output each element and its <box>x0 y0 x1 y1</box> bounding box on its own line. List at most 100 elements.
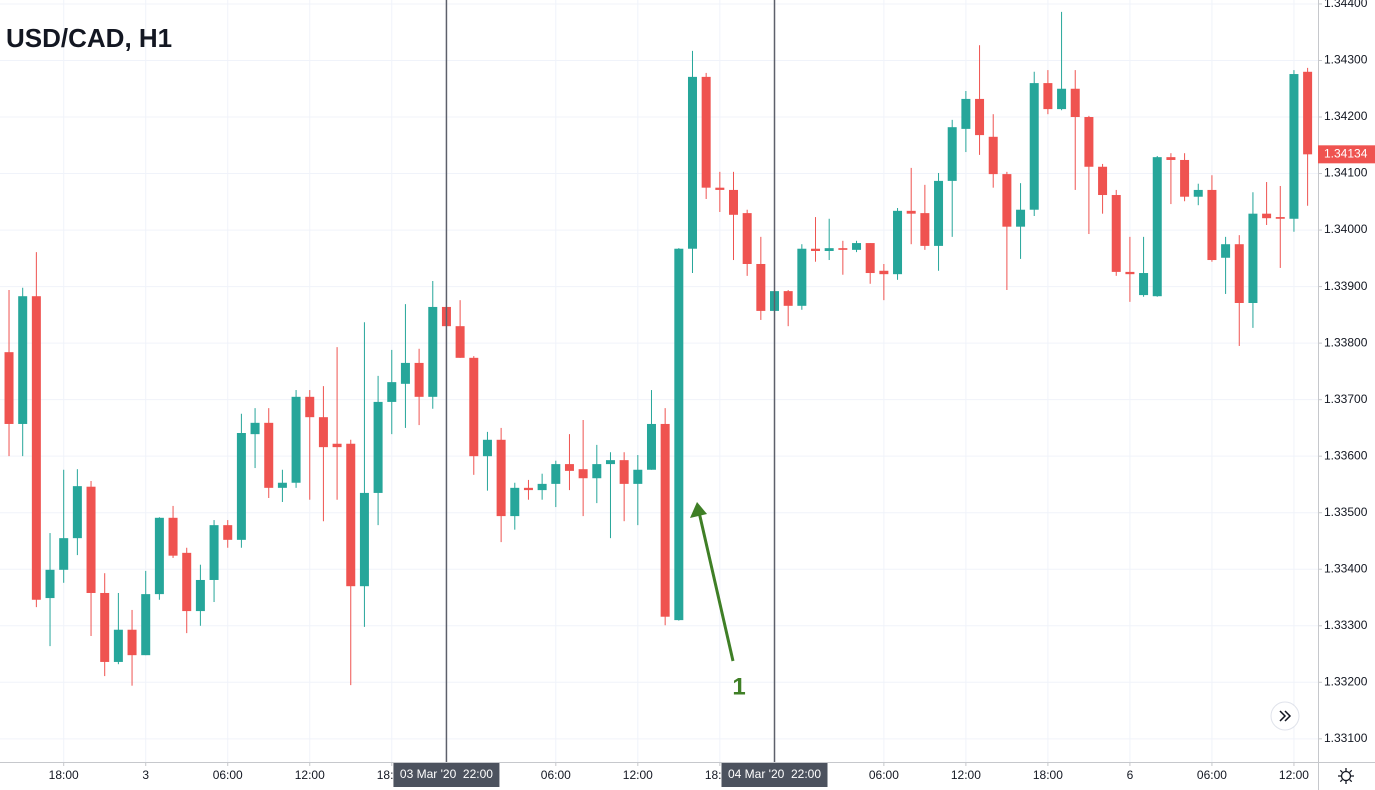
scroll-button-icon <box>1279 710 1292 722</box>
candle-body <box>975 98 985 136</box>
candle <box>1289 70 1299 232</box>
candle-body <box>1262 213 1272 219</box>
candle <box>209 520 219 603</box>
candle <box>564 434 574 491</box>
candle-body <box>1002 174 1012 227</box>
candle <box>1180 153 1190 202</box>
candle-body <box>236 433 246 540</box>
candle <box>1070 70 1080 190</box>
candle <box>1029 71 1039 216</box>
candle-body <box>127 629 137 656</box>
candle <box>646 390 656 470</box>
candle-body <box>496 439 506 517</box>
candle <box>551 460 561 508</box>
candle <box>633 455 643 526</box>
candle-body <box>510 487 520 517</box>
candle-body <box>715 187 725 190</box>
candle <box>1016 183 1026 259</box>
candle-body <box>359 492 369 587</box>
candle-body <box>1207 189 1217 261</box>
candle-body <box>879 270 889 275</box>
candle <box>154 517 164 600</box>
candle <box>988 114 998 188</box>
candle-body <box>455 326 465 358</box>
candle-body <box>1289 74 1299 219</box>
chart-title: USD/CAD, H1 <box>6 23 172 53</box>
y-tick-label: 1.33500 <box>1324 505 1368 519</box>
candle <box>523 479 533 500</box>
candle <box>387 349 397 435</box>
x-tick-label: 6 <box>1127 768 1134 782</box>
settings-button[interactable] <box>1338 768 1354 784</box>
candle <box>86 481 96 636</box>
candle-body <box>934 180 944 246</box>
marker-label-box <box>393 763 500 787</box>
candle-body <box>537 483 547 491</box>
candle-body <box>701 76 711 188</box>
candle <box>1152 156 1162 297</box>
candle <box>346 439 356 686</box>
candle-body <box>797 248 807 306</box>
annotation-label: 1 <box>732 673 745 700</box>
candle <box>1139 236 1149 297</box>
candle-body <box>414 362 424 397</box>
candle-body <box>1029 83 1039 210</box>
candle-body <box>100 592 110 662</box>
x-tick-label: 12:00 <box>295 768 325 782</box>
candle <box>277 469 287 502</box>
candle <box>141 570 151 656</box>
candle <box>18 287 28 457</box>
candle <box>400 304 410 428</box>
candle-body <box>756 263 766 311</box>
candle-body <box>469 357 479 457</box>
candle-body <box>1043 83 1053 110</box>
candle <box>797 244 807 310</box>
candle-body <box>113 629 123 662</box>
candle-body <box>1098 166 1108 196</box>
marker-label: 03 Mar '20 22:00 <box>400 767 493 781</box>
candle-body <box>961 98 971 129</box>
candle <box>1057 11 1067 111</box>
x-tick-label: 06:00 <box>1197 768 1227 782</box>
candle <box>373 375 383 526</box>
settings-icon[interactable] <box>1340 770 1352 782</box>
candle-body <box>182 552 192 612</box>
candle <box>59 469 69 583</box>
candle <box>72 469 82 556</box>
candle <box>961 91 971 153</box>
candle-body <box>1193 189 1203 197</box>
candle <box>359 322 369 627</box>
candle-body <box>305 396 315 418</box>
y-tick-label: 1.33800 <box>1324 335 1368 349</box>
candle-body <box>31 296 41 600</box>
candle <box>893 208 903 280</box>
candle <box>127 609 137 686</box>
candle <box>250 408 260 469</box>
candle-body <box>318 417 328 448</box>
candle <box>605 452 615 539</box>
candle-body <box>291 396 301 483</box>
x-tick-label: 12:00 <box>623 768 653 782</box>
candle <box>537 473 547 500</box>
candle-body <box>1139 273 1149 296</box>
candle <box>195 564 205 626</box>
scroll-button[interactable] <box>1270 701 1300 731</box>
candle-body <box>1221 244 1231 258</box>
candle-body <box>250 422 260 435</box>
annotation-arrow <box>697 511 735 662</box>
candle <box>1193 183 1203 206</box>
candle <box>1207 175 1217 262</box>
candle-body <box>605 460 615 465</box>
last-price-label: 1.34134 <box>1324 146 1368 160</box>
candle-body <box>728 189 738 215</box>
candle <box>687 50 697 274</box>
candle-body <box>373 401 383 493</box>
x-tick-label: 18:00 <box>49 768 79 782</box>
candle <box>838 240 848 275</box>
marker-label-box <box>721 763 828 787</box>
candle-body <box>783 291 793 306</box>
candle-body <box>1180 159 1190 197</box>
candle-body <box>1057 88 1067 110</box>
candle-body <box>45 569 55 599</box>
